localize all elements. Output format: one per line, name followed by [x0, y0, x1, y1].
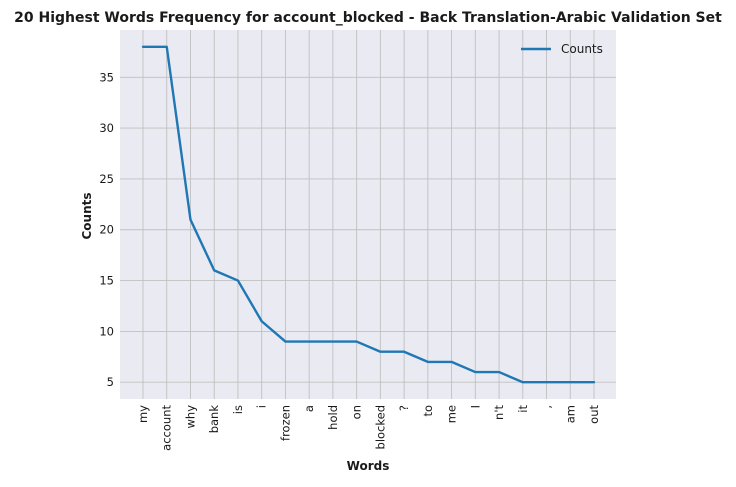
legend-label: Counts	[561, 42, 603, 56]
x-tick-label: ?	[397, 405, 411, 411]
x-tick-label: a	[302, 405, 316, 412]
x-tick-label: is	[231, 405, 245, 414]
x-tick-label: blocked	[373, 405, 387, 449]
x-tick-label: my	[136, 405, 150, 423]
x-tick-label: bank	[207, 405, 221, 434]
x-tick-label: why	[183, 405, 197, 429]
y-axis-ticks: 5 10 15 20 25 30 35	[99, 70, 114, 389]
x-tick-label: n't	[492, 405, 506, 420]
x-tick-label: frozen	[278, 405, 292, 441]
plot-area	[120, 30, 616, 399]
x-tick-label: it	[516, 405, 530, 413]
y-tick-label: 20	[99, 223, 114, 237]
x-tick-label: me	[445, 405, 459, 423]
chart-title: 20 Highest Words Frequency for account_b…	[14, 10, 722, 26]
x-axis-label: Words	[347, 459, 390, 473]
x-tick-label: out	[587, 405, 601, 424]
y-tick-label: 15	[99, 274, 114, 288]
y-tick-label: 25	[99, 172, 114, 186]
x-tick-label: am	[563, 405, 577, 423]
x-tick-label: i	[255, 405, 269, 408]
x-tick-label: ,	[540, 405, 554, 409]
x-tick-label: hold	[326, 405, 340, 430]
x-tick-label: to	[421, 405, 435, 417]
x-tick-label: on	[350, 405, 364, 419]
y-tick-label: 10	[99, 324, 114, 338]
y-tick-label: 30	[99, 121, 114, 135]
x-tick-label: account	[160, 405, 174, 451]
y-tick-label: 35	[99, 70, 114, 84]
y-axis-label: Counts	[80, 192, 94, 239]
y-tick-label: 5	[107, 375, 114, 389]
x-tick-label: I	[468, 405, 482, 408]
